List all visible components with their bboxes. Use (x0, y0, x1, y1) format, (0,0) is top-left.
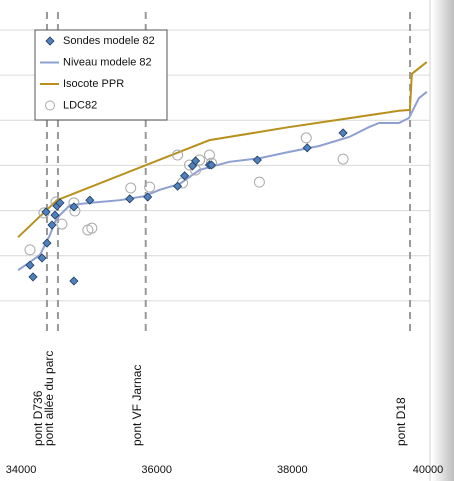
probe-point (42, 238, 52, 248)
x-tick-label: 36000 (141, 464, 172, 476)
probe-point (252, 155, 262, 165)
probe-point (125, 194, 135, 204)
probe-point (28, 272, 38, 282)
ldc-point (125, 182, 137, 194)
bridge-label: pont allée du parc (42, 351, 56, 446)
bridge-label: pont D18 (394, 397, 408, 446)
ldc-point (144, 181, 156, 193)
probe-point (41, 207, 51, 217)
ldc-point (253, 176, 265, 188)
bridge-label: pont D736 (31, 390, 45, 446)
frame-shadow (432, 0, 454, 481)
series-line (17, 61, 428, 238)
ldc-point (24, 244, 36, 256)
ldc-point (300, 132, 312, 144)
probe-point (143, 192, 153, 202)
legend-label: LDC82 (63, 99, 97, 111)
probe-point (47, 220, 57, 230)
legend-label: Niveau modele 82 (63, 56, 152, 68)
probe-point (206, 160, 217, 170)
probe-point (302, 143, 312, 153)
probe-point (37, 253, 47, 263)
legend-label: Sondes modele 82 (63, 35, 155, 47)
ldc-point (86, 222, 98, 234)
bridge-label: pont VF Jarnac (130, 365, 144, 446)
ldc-point (337, 153, 349, 165)
legend-swatch (45, 36, 55, 46)
ldc-point (203, 149, 215, 161)
probe-point (85, 195, 95, 205)
legend-label: Isocote PPR (63, 78, 124, 90)
probe-point (190, 156, 201, 166)
probe-point (50, 210, 60, 220)
ldc-point (172, 149, 184, 161)
probe-point (338, 128, 348, 138)
probe-point (25, 260, 35, 270)
probe-point (180, 171, 190, 181)
legend-box (34, 29, 168, 121)
legend-swatch (45, 100, 55, 111)
probe-point (69, 202, 79, 212)
x-tick-label: 40000 (413, 464, 444, 476)
x-tick-label: 34000 (6, 464, 37, 476)
probe-point (173, 181, 183, 191)
ldc-point (56, 218, 68, 230)
probe-point (55, 198, 65, 208)
probe-point (69, 276, 79, 286)
x-tick-label: 38000 (277, 464, 308, 476)
